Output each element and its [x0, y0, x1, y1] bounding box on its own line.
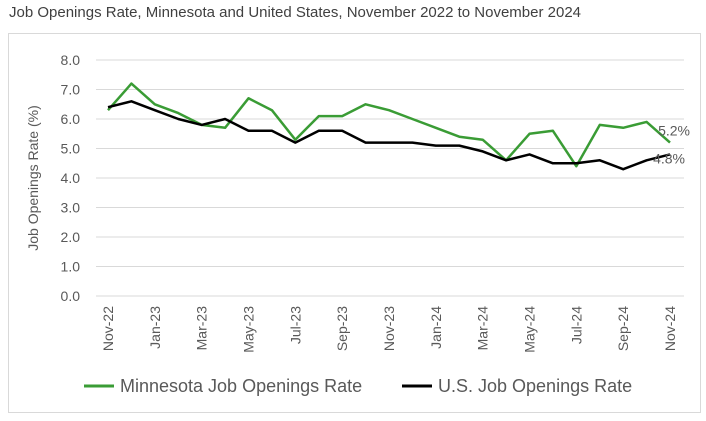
chart-frame — [8, 33, 701, 413]
legend-label: Minnesota Job Openings Rate — [120, 376, 362, 396]
x-tick-label: Jul-24 — [568, 306, 584, 344]
chart-title: Job Openings Rate, Minnesota and United … — [9, 4, 582, 21]
y-axis-label: Job Openings Rate (%) — [25, 105, 41, 251]
legend-minnesota: Minnesota Job Openings Rate — [84, 376, 362, 396]
minnesota-series-line — [107, 82, 671, 168]
data-labels: 5.2% 4.8% — [653, 123, 690, 167]
y-tick-label: 1.0 — [61, 259, 81, 275]
x-tick-label: Nov-22 — [100, 306, 116, 351]
series-lines — [107, 82, 671, 171]
us-series-line — [107, 100, 671, 171]
gridlines — [96, 59, 684, 297]
y-tick-label: 0.0 — [61, 288, 81, 304]
y-tick-label: 7.0 — [61, 82, 81, 98]
legend-label: U.S. Job Openings Rate — [438, 376, 632, 396]
x-tick-label: Nov-23 — [381, 306, 397, 351]
x-tick-labels: Nov-22 Jan-23 Mar-23 May-23 Jul-23 Sep-23 Nov-… — [100, 306, 678, 353]
y-tick-label: 6.0 — [61, 111, 81, 127]
x-tick-label: Sep-24 — [615, 306, 631, 351]
x-tick-label: Mar-23 — [194, 306, 210, 351]
y-tick-label: 5.0 — [61, 141, 81, 157]
y-tick-label: 3.0 — [61, 200, 81, 216]
y-tick-labels: 0.0 1.0 2.0 3.0 4.0 5.0 6.0 7.0 8.0 — [61, 52, 81, 304]
legend: Minnesota Job Openings Rate U.S. Job Open… — [84, 376, 632, 396]
x-tick-label: Sep-23 — [334, 306, 350, 351]
minnesota-end-label: 5.2% — [658, 123, 690, 139]
x-tick-label: Jul-23 — [287, 306, 303, 344]
x-tick-label: May-23 — [241, 306, 257, 353]
x-tick-label: Jan-24 — [428, 306, 444, 349]
x-tick-label: Mar-24 — [475, 306, 491, 351]
x-tick-label: Jan-23 — [147, 306, 163, 349]
x-tick-label: May-24 — [522, 306, 538, 353]
us-end-label: 4.8% — [653, 150, 685, 166]
legend-us: U.S. Job Openings Rate — [402, 376, 632, 396]
y-tick-label: 8.0 — [61, 52, 81, 68]
x-tick-label: Nov-24 — [662, 306, 678, 351]
y-tick-label: 4.0 — [61, 170, 81, 186]
y-tick-label: 2.0 — [61, 229, 81, 245]
